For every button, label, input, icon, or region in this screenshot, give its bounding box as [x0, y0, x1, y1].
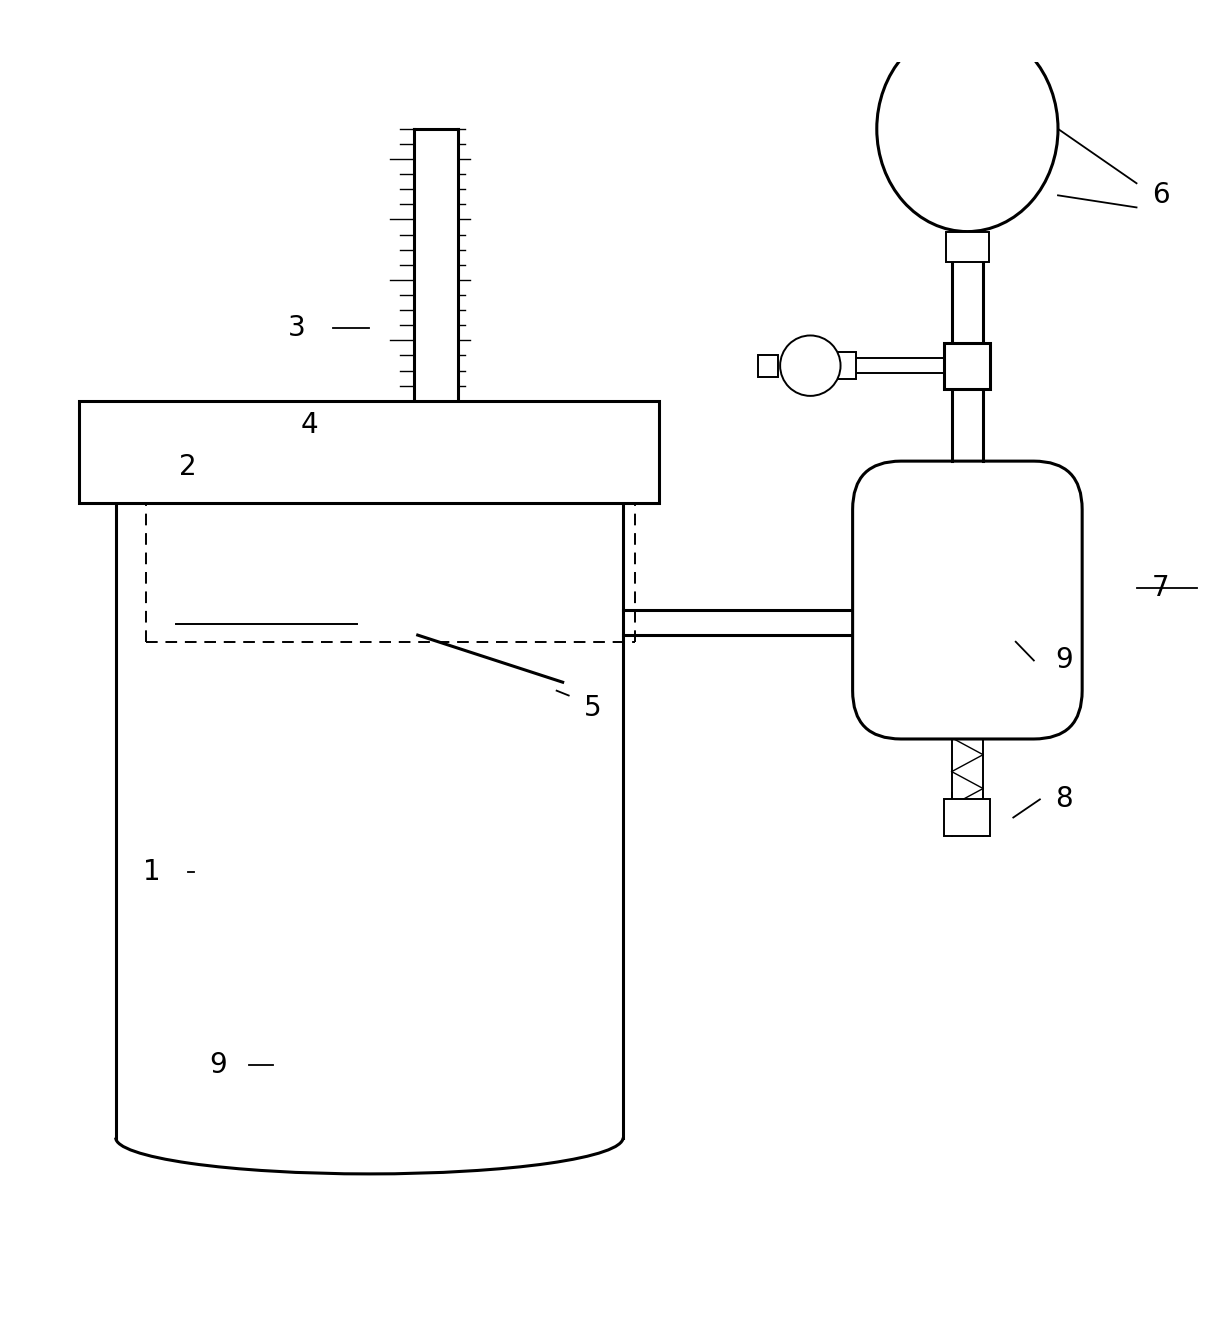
Bar: [79, 401, 660, 504]
Text: 9: 9: [1055, 647, 1073, 674]
Bar: [946, 0, 989, 27]
Bar: [835, 352, 857, 379]
Text: 4: 4: [301, 411, 318, 439]
Text: 3: 3: [288, 315, 306, 343]
FancyBboxPatch shape: [853, 461, 1083, 738]
Text: 5: 5: [584, 693, 601, 721]
Bar: [946, 232, 989, 261]
Bar: [945, 343, 990, 389]
Text: 1: 1: [143, 858, 161, 886]
Ellipse shape: [876, 27, 1058, 232]
Text: 2: 2: [180, 453, 197, 481]
Bar: [945, 800, 990, 836]
Ellipse shape: [780, 336, 841, 396]
Text: 9: 9: [209, 1052, 227, 1080]
Text: 8: 8: [1056, 785, 1073, 813]
Text: 6: 6: [1152, 181, 1169, 209]
Bar: [759, 355, 777, 376]
Text: 7: 7: [1152, 575, 1169, 603]
